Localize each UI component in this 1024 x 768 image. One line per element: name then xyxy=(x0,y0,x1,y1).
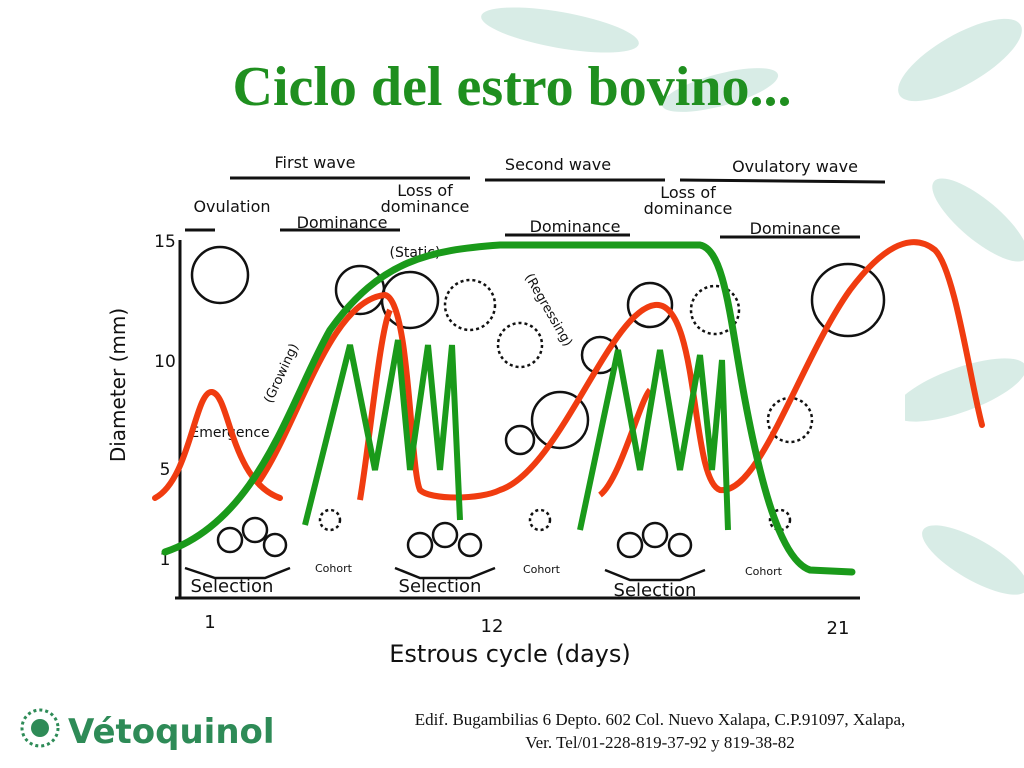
cohort-label: Cohort xyxy=(523,563,561,576)
loss-label: Loss of xyxy=(397,181,453,200)
dominance-label: Dominance xyxy=(530,217,621,236)
selection-label: Selection xyxy=(191,576,274,597)
x-tick-label: 21 xyxy=(827,618,850,639)
cohort-label: Cohort xyxy=(745,565,783,578)
footer-text: Ver. Tel/01-228-819-37-92 y 819-38-82 xyxy=(525,733,795,752)
dominance-label: Dominance xyxy=(750,219,841,238)
loss-label: dominance xyxy=(644,199,733,218)
y-tick-label: 1 xyxy=(160,550,171,570)
slide-title: Ciclo del estro bovino... xyxy=(233,56,792,118)
wave-label: Second wave xyxy=(505,155,611,174)
y-tick-label: 15 xyxy=(154,232,176,252)
loss-label: dominance xyxy=(381,197,470,216)
cohort-label: Cohort xyxy=(315,562,353,575)
wave-bars xyxy=(175,176,886,600)
wave-label: First wave xyxy=(275,153,356,172)
x-axis-label: Estrous cycle (days) xyxy=(389,640,630,668)
footer-text: Edif. Bugambilias 6 Depto. 602 Col. Nuev… xyxy=(415,710,906,729)
red-curve xyxy=(152,239,985,501)
y-tick-label: 5 xyxy=(160,460,171,480)
selection-label: Selection xyxy=(614,580,697,601)
green-curve xyxy=(161,241,856,576)
red-curve xyxy=(357,308,653,501)
green-zigzag xyxy=(302,339,731,531)
loss-label: Loss of xyxy=(660,183,716,202)
diagram-background xyxy=(160,135,905,680)
x-tick-label: 1 xyxy=(204,612,215,633)
leaf-decoration xyxy=(481,7,1024,595)
logo: Vétoquinol xyxy=(20,708,275,752)
logo-text: Vétoquinol xyxy=(68,712,275,752)
x-tick-label: 12 xyxy=(481,616,504,637)
selection-label: Selection xyxy=(399,576,482,597)
y-tick-label: 10 xyxy=(154,352,176,372)
ovulation-label: Ovulation xyxy=(193,197,270,216)
selection-brackets xyxy=(184,566,706,582)
dominance-label: Dominance xyxy=(297,213,388,232)
wave-label: Ovulatory wave xyxy=(732,157,858,176)
y-axis-label: Diameter (mm) xyxy=(106,308,130,462)
